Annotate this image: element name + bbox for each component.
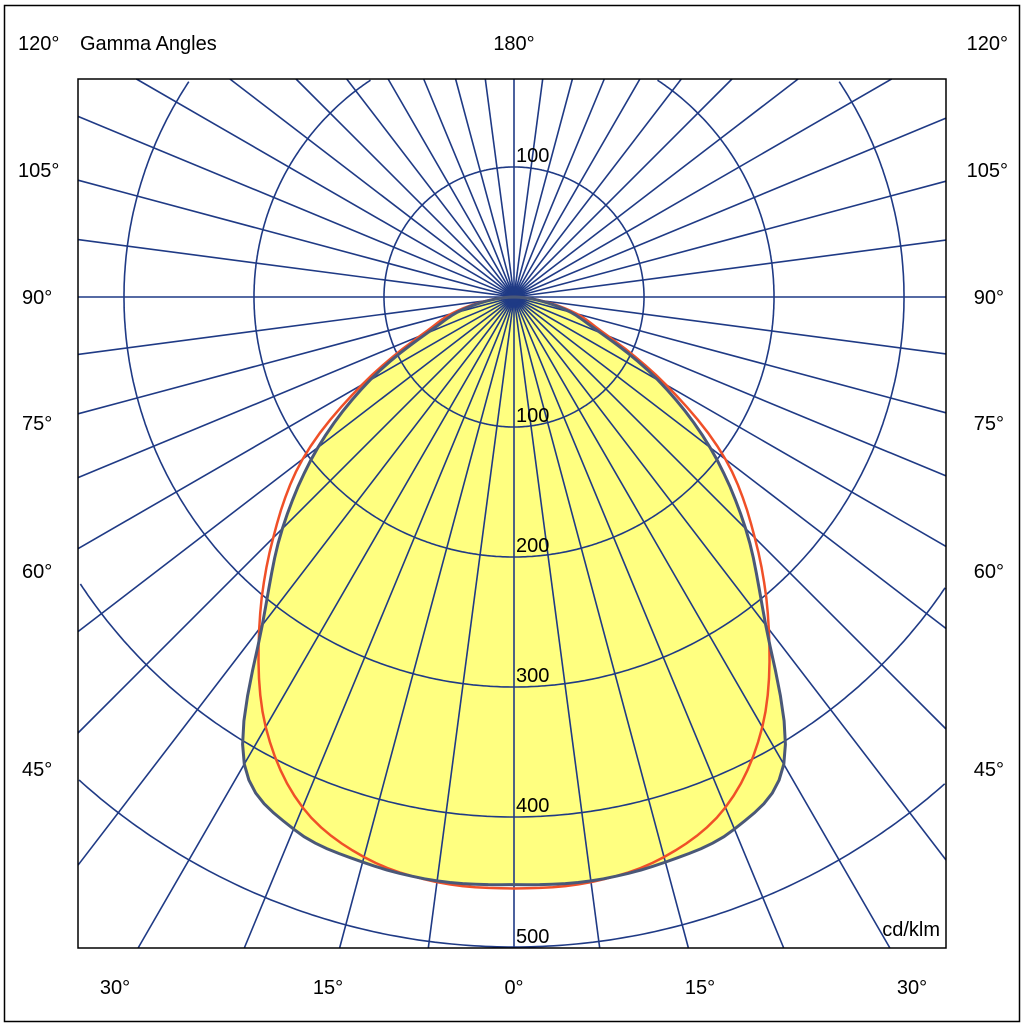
radial-tick-labels: 100 100 200 300 400 500 (516, 145, 549, 948)
radial-label: 200 (516, 535, 549, 557)
grid-radial-line (513, 78, 892, 298)
grid-radial-line (346, 78, 515, 298)
grid-radial-line (513, 297, 690, 885)
grid-radial-line (338, 297, 515, 885)
radial-label: 500 (516, 926, 549, 948)
grid-radial-line (229, 78, 515, 298)
angle-label: 120° (967, 33, 1008, 55)
grid-radial-line (454, 78, 515, 298)
grid-radial-line (77, 115, 515, 298)
grid-radial-line (136, 78, 515, 298)
angle-label: 105° (18, 160, 59, 182)
grid-radial-line (513, 78, 574, 298)
angle-labels-bottom: 30° 15° 0° 15° 30° (100, 977, 927, 999)
grid-radial-line (513, 297, 601, 885)
angle-label: 90° (22, 287, 52, 309)
grid-radial-line (513, 297, 786, 885)
grid-radial-line (513, 78, 641, 298)
unit-label: cd/klm (882, 919, 940, 941)
radial-label: 400 (516, 795, 549, 817)
grid-radial-line (513, 78, 682, 298)
grid-circle (253, 297, 775, 558)
angle-labels-left: 120° 105° 90° 75° 60° 45° (18, 33, 59, 781)
grid-radial-line (77, 296, 515, 356)
grid-radial-line (513, 78, 544, 298)
curve-lines (241, 295, 787, 890)
grid-radial-line (387, 78, 515, 298)
grid-radial-line (422, 78, 515, 298)
grid-radial-line (513, 296, 947, 414)
angle-label: 0° (504, 977, 523, 999)
grid-radial-line (513, 78, 606, 298)
angle-label: 75° (22, 413, 52, 435)
angle-label: 30° (897, 977, 927, 999)
grid-radial-line (513, 78, 799, 298)
grid-radial-line (77, 179, 515, 298)
grid-radial-line (513, 117, 947, 298)
grid-radial-line (77, 238, 515, 298)
angle-label: 105° (967, 160, 1008, 182)
plot-frame (77, 78, 947, 949)
grid-circle (242, 583, 786, 818)
outer-frame (3, 4, 1021, 1023)
grid-circle (78, 779, 946, 948)
grid-radial-line (513, 239, 947, 298)
grid-radial-line (242, 297, 515, 734)
angle-label: 45° (974, 759, 1004, 781)
center-point (508, 297, 520, 303)
grid-radial-line (513, 180, 947, 298)
angle-label: 30° (100, 977, 130, 999)
series-line-red (257, 295, 771, 890)
grid-radial-line (513, 296, 947, 355)
angle-label: 60° (22, 561, 52, 583)
radial-label: 300 (516, 665, 549, 687)
grid-circle (242, 297, 786, 688)
grid-radial-line (77, 296, 515, 415)
grid-radial-line (427, 297, 515, 885)
angle-label-top: 180° (493, 33, 534, 55)
grid-radial-line (242, 297, 515, 866)
title: Gamma Angles (80, 33, 217, 55)
angle-label: 60° (974, 561, 1004, 583)
grid-radial-line (513, 297, 786, 861)
radial-label: 100 (516, 405, 549, 427)
angle-label: 15° (685, 977, 715, 999)
grid-radial-line (242, 297, 515, 885)
grid-radial-line (295, 78, 515, 298)
angle-label: 90° (974, 287, 1004, 309)
angle-labels-right: 120° 105° 90° 75° 60° 45° (967, 33, 1008, 781)
grid-radial-line (513, 297, 786, 730)
angle-label: 45° (22, 759, 52, 781)
grid-radial-line (513, 78, 733, 298)
angle-label: 120° (18, 33, 59, 55)
angle-label: 15° (313, 977, 343, 999)
grid-radial-line (484, 78, 515, 298)
angle-label: 75° (974, 413, 1004, 435)
series-line-blue (241, 295, 787, 887)
radial-label: 100 (516, 145, 549, 167)
